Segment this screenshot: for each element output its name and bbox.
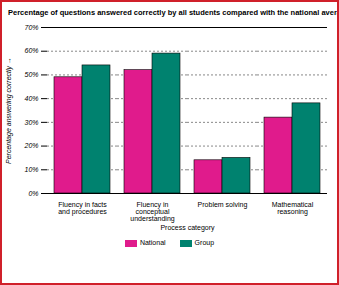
svg-text:Process category: Process category [160,224,215,232]
html-text:Group: Group [194,239,215,246]
svg-text:Fluency inconceptualunderstand: Fluency inconceptualunderstanding [130,201,174,223]
svg-text:60%: 60% [24,47,38,54]
svg-text:70%: 70% [24,24,38,31]
svg-text:Mathematicalreasoning: Mathematicalreasoning [272,201,314,216]
svg-text:Percentage answering correctly: Percentage answering correctly → [5,57,13,164]
svg-text:50%: 50% [24,71,38,78]
svg-text:10%: 10% [24,166,38,173]
svg-text:20%: 20% [23,142,38,149]
svg-text:Fluency in factsand procedures: Fluency in factsand procedures [58,201,107,216]
svg-text:0%: 0% [28,190,38,197]
html-text:National: National [139,239,166,246]
svg-text:Problem solving: Problem solving [198,201,248,209]
svg-text:40%: 40% [24,95,38,102]
svg-text:30%: 30% [24,119,38,126]
